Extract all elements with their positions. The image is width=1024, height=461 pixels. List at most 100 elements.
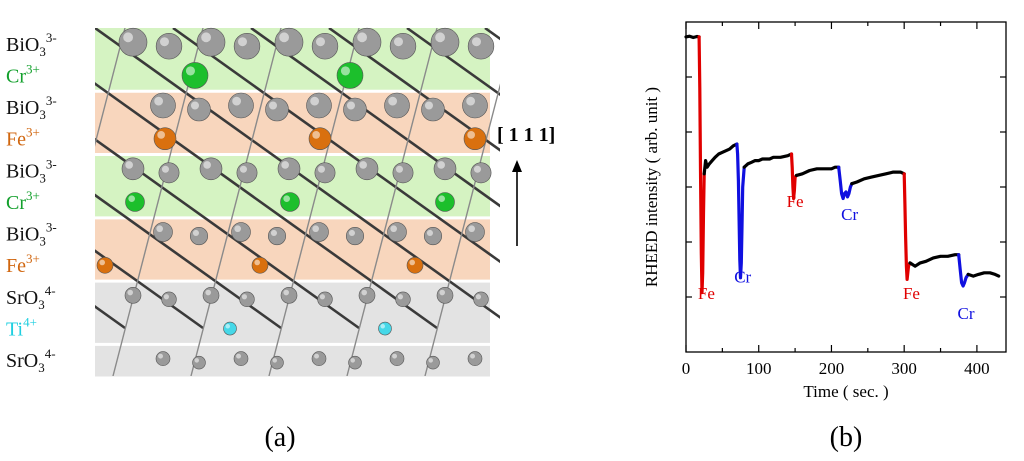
oxygen-atom [470, 162, 492, 184]
bond-line [424, 83, 500, 376]
oxygen-atom [267, 227, 287, 246]
oxygen-atom [343, 97, 367, 122]
fe-atom [96, 256, 114, 274]
panel-a-crystal-structure: BiO33-Cr3+BiO33-Fe3+BiO33-Cr3+BiO33-Fe3+… [6, 27, 983, 453]
bond-line [328, 28, 500, 152]
oxygen-atom [233, 351, 249, 366]
cr-atom [181, 62, 209, 89]
bond-line [95, 82, 438, 330]
bond-line [95, 193, 282, 330]
segment-label: Cr [734, 268, 751, 287]
oxygen-atom [155, 351, 171, 366]
rheed-segment [735, 142, 746, 280]
layer-label: Cr3+ [6, 61, 40, 87]
oxygen-atom [436, 287, 454, 304]
oxygen-atom [462, 92, 488, 119]
x-tick-label: 100 [746, 359, 772, 378]
oxygen-atom [153, 222, 173, 242]
oxygen-atom [187, 97, 211, 122]
rheed-segment [957, 253, 970, 288]
cr-atom [435, 192, 455, 212]
oxygen-atom [236, 162, 258, 184]
oxygen-atom [311, 351, 327, 366]
oxygen-atom [233, 33, 261, 60]
oxygen-atom [389, 33, 417, 60]
oxygen-atom [202, 287, 220, 304]
rheed-segment [697, 35, 706, 295]
rheed-segment [837, 165, 854, 201]
layer-band [95, 249, 490, 282]
bond-line [250, 28, 500, 208]
oxygen-atom [423, 227, 443, 246]
rheed-segment [742, 152, 794, 169]
oxygen-atom [124, 287, 142, 304]
rheed-segment [966, 271, 1001, 278]
layer-label: SrO34- [6, 346, 56, 375]
layer-label: BiO33- [6, 93, 57, 122]
oxygen-atom [277, 157, 301, 181]
oxygen-atom [358, 287, 376, 304]
rheed-segment [702, 142, 739, 176]
bond-line [346, 28, 438, 376]
layer-band [95, 312, 490, 345]
caption-b: (b) [830, 422, 863, 453]
layer-label: BiO33- [6, 156, 57, 185]
layer-label: Fe3+ [6, 125, 40, 151]
bond-line [406, 28, 500, 97]
segment-label: Fe [787, 192, 804, 211]
oxygen-atom [352, 27, 382, 57]
rheed-segment [902, 172, 912, 281]
cr-atom [125, 192, 145, 212]
x-tick-label: 200 [819, 359, 845, 378]
oxygen-atom [189, 227, 209, 246]
layer-label: Cr3+ [6, 188, 40, 214]
layer-label: Ti4+ [6, 315, 37, 341]
oxygen-atom [121, 157, 145, 181]
x-tick-label: 400 [964, 359, 990, 378]
layer-labels: BiO33-Cr3+BiO33-Fe3+BiO33-Cr3+BiO33-Fe3+… [6, 30, 57, 375]
bond-line [95, 249, 204, 330]
fe-atom [308, 127, 332, 151]
segment-label: Fe [698, 284, 715, 303]
rheed-segment [684, 34, 701, 40]
oxygen-atom [465, 222, 485, 242]
x-tick-label: 300 [891, 359, 917, 378]
layer-label: BiO33- [6, 220, 57, 249]
bond-line [172, 28, 500, 264]
oxygen-atom [430, 27, 460, 57]
direction-arrow [512, 160, 522, 246]
oxygen-atom [421, 97, 445, 122]
oxygen-atom [467, 33, 495, 60]
x-tick-label: 0 [682, 359, 691, 378]
oxygen-atom [473, 291, 489, 307]
oxygen-atom [389, 351, 405, 366]
fe-atom [153, 127, 177, 151]
oxygen-atom [150, 92, 176, 119]
oxygen-atom [280, 287, 298, 304]
fe-atom [463, 127, 487, 151]
bonds [95, 28, 983, 376]
rheed-segment [908, 253, 961, 268]
bond-line [95, 137, 360, 330]
oxygen-atom [265, 97, 289, 122]
layer-label: SrO34- [6, 283, 56, 312]
oxygen-atom [467, 351, 483, 366]
rheed-series [684, 34, 1001, 295]
direction-label: [ 1 1 1] [497, 124, 555, 146]
bond-line [95, 28, 126, 147]
oxygen-atom [228, 92, 254, 119]
oxygen-atom [239, 291, 255, 307]
rheed-segment [789, 152, 799, 201]
caption-a: (a) [264, 422, 295, 453]
layer-label: BiO33- [6, 30, 57, 59]
oxygen-atom [199, 157, 223, 181]
oxygen-atom [158, 162, 180, 184]
oxygen-atom [317, 291, 333, 307]
oxygen-atom [306, 92, 332, 119]
oxygen-atom [311, 33, 339, 60]
oxygen-atom [395, 291, 411, 307]
bond-line [563, 28, 983, 328]
rheed-segment [794, 165, 841, 177]
oxygen-atom [345, 227, 365, 246]
ti-atom [378, 321, 392, 336]
